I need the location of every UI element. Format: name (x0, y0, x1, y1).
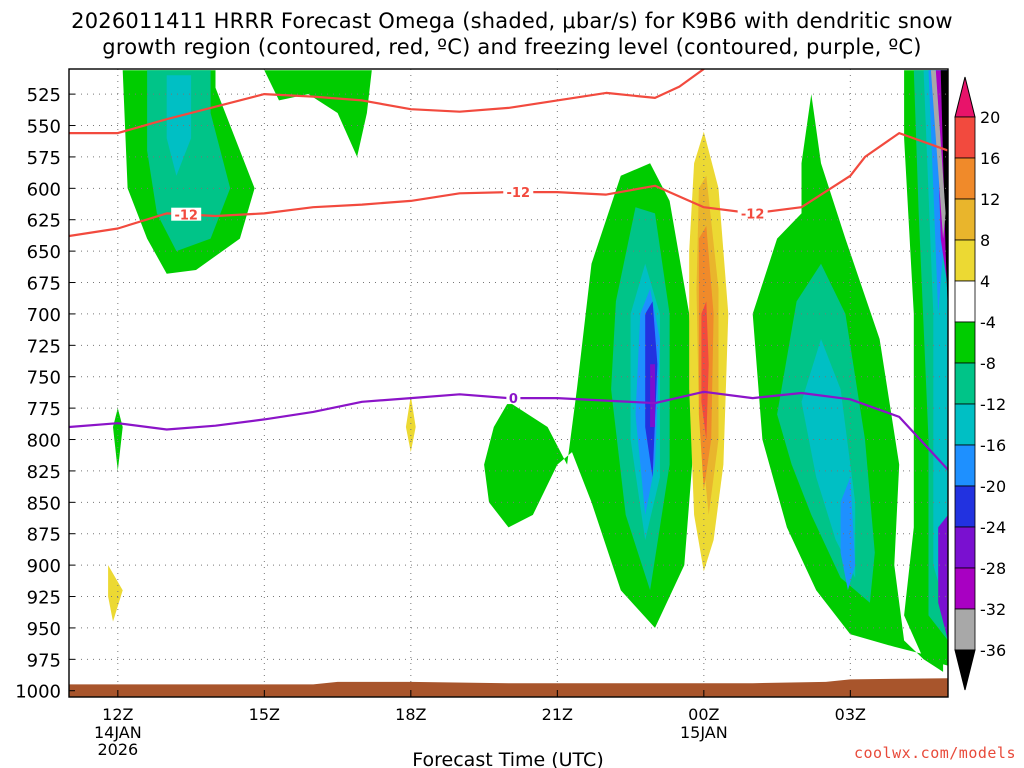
colorbar-label-8: 8 (980, 231, 990, 250)
colorbar-bottom-arrow (954, 649, 976, 691)
x-tick-label-12Z: 12Z (102, 705, 133, 724)
omega-region-12 (650, 364, 655, 427)
colorbar-label--20: -20 (980, 477, 1006, 496)
x-tick-label-03Z: 03Z (835, 705, 866, 724)
colorbar-label--28: -28 (980, 559, 1006, 578)
y-tick-label-975: 975 (27, 650, 61, 671)
colorbar-bin-3 (954, 239, 976, 282)
x-tick-label-18Z: 18Z (395, 705, 426, 724)
gridlines (69, 69, 948, 697)
omega-region-28 (930, 70, 946, 239)
chart-title-line-2: growth region (contoured, red, ºC) and f… (102, 35, 922, 59)
x-axis-title: Forecast Time (UTC) (412, 749, 603, 768)
colorbar-bin-8 (954, 444, 976, 487)
omega-region-2 (166, 75, 192, 176)
contour-label-bg-1 (503, 185, 534, 199)
upper-dgz-boundary-contour (69, 69, 705, 135)
colorbar: 20 16 12 8 4 -4 -8 -12 -16 -20 -24 -28 -32 -36 (954, 76, 1006, 691)
colorbar-bin-5 (954, 321, 976, 364)
y-tick-label-525: 525 (27, 85, 61, 106)
omega-region-26 (938, 514, 948, 641)
y-tick-label-775: 775 (27, 399, 61, 420)
colorbar-bin-9 (954, 485, 976, 528)
y-tick-label-575: 575 (27, 148, 61, 169)
y-tick-label-700: 700 (27, 305, 61, 326)
y-tick-label-925: 925 (27, 588, 61, 609)
colorbar-bin-11 (954, 567, 976, 610)
x-tick-sublabel-2026: 2026 (97, 740, 138, 759)
ground-surface (69, 678, 948, 697)
y-tick-label-675: 675 (27, 274, 61, 295)
colorbar-label-20: 20 (980, 108, 1000, 127)
contour-label-bg-3 (506, 391, 521, 405)
y-tick-label-625: 625 (27, 211, 61, 232)
colorbar-label--4: -4 (980, 313, 996, 332)
y-tick-label-550: 550 (27, 117, 61, 138)
y-axis: 525 550 575 600 625 650 675 700 725 750 775 800 825 8… (15, 85, 75, 703)
x-tick-label-15Z: 15Z (249, 705, 280, 724)
y-tick-label-850: 850 (27, 493, 61, 514)
contour-labels: -12 -12 -12 0 (171, 185, 768, 407)
site-credit[interactable]: coolwx.com/models (853, 744, 1016, 762)
colorbar-label--8: -8 (980, 354, 996, 373)
contour-label-bg-2 (737, 206, 768, 220)
colorbar-bin-6 (954, 362, 976, 405)
chart-title-line-1: 2026011411 HRRR Forecast Omega (shaded, … (71, 9, 953, 33)
colorbar-bin-1 (954, 157, 976, 200)
colorbar-label--24: -24 (980, 518, 1006, 537)
y-tick-label-825: 825 (27, 462, 61, 483)
colorbar-label-4: 4 (980, 272, 990, 291)
contour-label-0: -12 (174, 209, 198, 224)
colorbar-bin-10 (954, 526, 976, 569)
colorbar-label--36: -36 (980, 641, 1006, 660)
x-tick-label-21Z: 21Z (542, 705, 573, 724)
x-tick-label-00Z: 00Z (688, 705, 719, 724)
colorbar-label-16: 16 (980, 149, 1000, 168)
y-tick-label-750: 750 (27, 368, 61, 389)
y-tick-label-800: 800 (27, 431, 61, 452)
y-tick-label-950: 950 (27, 619, 61, 640)
colorbar-label--16: -16 (980, 436, 1006, 455)
colorbar-top-arrow (954, 76, 976, 118)
omega-region-16 (701, 301, 709, 440)
colorbar-label--12: -12 (980, 395, 1006, 414)
y-tick-label-875: 875 (27, 525, 61, 546)
contour-label-2: -12 (741, 207, 765, 222)
contour-label-3: 0 (509, 392, 518, 407)
plot-frame (68, 68, 949, 698)
contour-label-1: -12 (507, 186, 531, 201)
ground-fill (69, 678, 948, 697)
omega-region-3 (264, 70, 372, 157)
y-tick-label-650: 650 (27, 242, 61, 263)
omega-shading (108, 70, 948, 672)
colorbar-bin-4 (954, 280, 976, 323)
colorbar-bin-7 (954, 403, 976, 446)
colorbar-bin-12 (954, 608, 976, 651)
y-tick-label-600: 600 (27, 179, 61, 200)
colorbar-label--32: -32 (980, 600, 1006, 619)
y-tick-label-1000: 1000 (15, 682, 61, 703)
colorbar-bin-2 (954, 198, 976, 241)
omega-region-27 (940, 70, 948, 314)
omega-region-20 (840, 477, 856, 591)
contour-label-bg-0 (171, 207, 202, 221)
y-tick-label-725: 725 (27, 336, 61, 357)
omega-region-5 (108, 565, 123, 622)
x-tick-sublabel-15JAN: 15JAN (680, 723, 728, 742)
colorbar-label-12: 12 (980, 190, 1000, 209)
colorbar-bin-0 (954, 116, 976, 159)
x-tick-sublabel-14JAN: 14JAN (94, 723, 142, 742)
y-tick-label-900: 900 (27, 556, 61, 577)
